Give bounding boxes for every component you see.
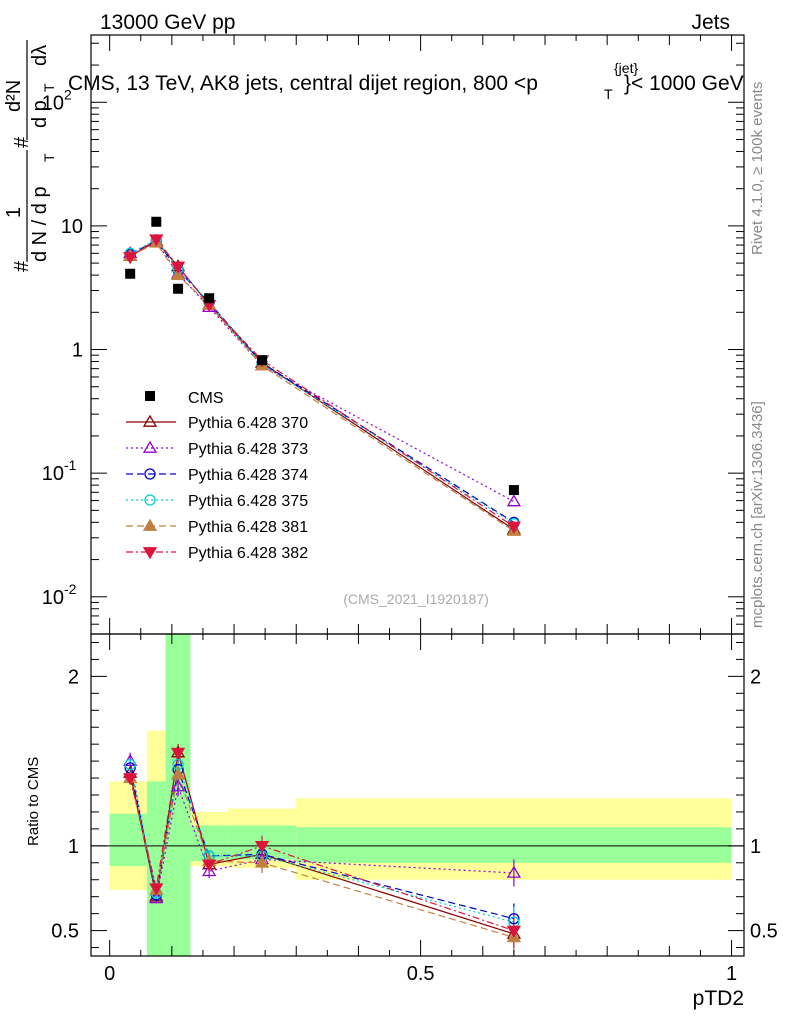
header-right: Jets — [691, 11, 730, 34]
ratio-y-tick-label-2: 2 — [68, 666, 79, 688]
legend-marker-2 — [144, 468, 156, 480]
y-label-d2n: d²N — [3, 80, 25, 112]
title-sup: {jet} — [614, 60, 638, 76]
main-y-tick-sup-0: -2 — [64, 581, 77, 597]
ratio-line-series-5 — [129, 752, 515, 932]
main-point-s5-0 — [123, 252, 138, 265]
ratio-y-tick-label-1: 1 — [68, 836, 79, 858]
ratio-point-s2-5 — [508, 913, 520, 925]
main-y-tick-label-2: 1 — [72, 340, 83, 362]
legend-label-0: Pythia 6.428 370 — [188, 415, 308, 432]
ratio-line-series-1 — [129, 760, 514, 899]
ratio-point-s5-3 — [202, 859, 217, 872]
header-left: 13000 GeV pp — [100, 11, 235, 34]
main-y-tick-sup-4: 2 — [64, 86, 72, 102]
ratio-point-s5-5 — [506, 925, 522, 938]
ratio-y-tick-label-0: 0.5 — [51, 921, 79, 943]
watermark: (CMS_2021_I1920187) — [343, 591, 489, 607]
main-y-tick-label-3: 10 — [61, 216, 83, 238]
ratio-y-tick-label-right-1: 1 — [750, 836, 761, 858]
ratio-line-series-2 — [129, 767, 515, 920]
y-label-dn: d N / d p — [29, 186, 51, 262]
legend-marker-0 — [142, 414, 158, 427]
ratio-y-tick-label-right-0: 0.5 — [750, 921, 778, 943]
legend-marker-data — [145, 391, 155, 401]
mcplots-label: mcplots.cern.ch [arXiv:1306.3436] — [749, 401, 766, 628]
legend-marker-1 — [142, 440, 158, 453]
y-label-hash2: # — [11, 136, 33, 148]
ratio-point-s1-5 — [506, 865, 522, 878]
ratio-point-s4-4 — [254, 855, 270, 868]
ratio-point-s4-2 — [170, 767, 186, 780]
legend-label-5: Pythia 6.428 382 — [188, 545, 308, 562]
ratio-y-tick-label-right-2: 2 — [750, 666, 761, 688]
x-tick-label-2: 1 — [726, 963, 737, 985]
y-label-one: 1 — [3, 207, 25, 218]
ratio-point-s5-1 — [149, 883, 164, 896]
x-tick-label-1: 0.5 — [407, 963, 435, 985]
rivet-label: Rivet 4.1.0, ≥ 100k events — [749, 82, 766, 255]
main-point-data-2 — [173, 283, 184, 294]
legend-label-3: Pythia 6.428 375 — [188, 493, 308, 510]
ratio-line-series-4 — [129, 772, 515, 938]
ratio-point-s5-2 — [170, 747, 186, 760]
legend-label-data: CMS — [188, 390, 224, 407]
ratio-point-s5-0 — [123, 773, 138, 786]
legend-marker-4 — [142, 518, 158, 531]
main-y-tick-label-4: 10 — [42, 92, 64, 114]
y-label-t2: T — [41, 83, 57, 92]
main-point-data-3 — [204, 293, 215, 304]
main-point-data-4 — [257, 355, 268, 366]
y-label-dpt: d p — [29, 100, 51, 128]
legend-marker-5 — [142, 547, 158, 560]
ratio-uncertainty-bands — [109, 634, 732, 956]
ratio-series — [123, 744, 522, 955]
main-point-data-1 — [151, 216, 162, 227]
main-point-s5-2 — [170, 261, 186, 274]
main-point-s1-5 — [506, 494, 522, 507]
main-y-tick-label-1: 10 — [42, 463, 64, 485]
ratio-point-s1-2 — [170, 779, 186, 792]
title-sub: T — [604, 86, 613, 102]
legend-label-4: Pythia 6.428 381 — [188, 519, 308, 536]
main-point-s4-2 — [170, 267, 186, 280]
legend-label-2: Pythia 6.428 374 — [188, 467, 308, 484]
x-axis-label: pTD2 — [693, 987, 744, 1010]
main-point-data-5 — [508, 485, 519, 496]
legend: CMS Pythia 6.428 370 Pythia 6.428 373 Pythi… — [126, 390, 308, 562]
ratio-point-s1-3 — [202, 863, 217, 877]
title-main: CMS, 13 TeV, AK8 jets, central dijet reg… — [68, 72, 538, 95]
main-y-tick-sup-1: -1 — [64, 457, 77, 473]
main-point-s5-1 — [149, 234, 164, 247]
ratio-point-s5-4 — [254, 840, 270, 854]
y-label-hash1: # — [11, 260, 33, 272]
band-inner-5 — [296, 827, 732, 863]
ratio-point-s3-0 — [124, 758, 136, 771]
main-point-data-0 — [125, 268, 136, 279]
main-series — [123, 216, 522, 536]
ratio-y-label: Ratio to CMS — [25, 757, 42, 846]
y-label-dl: dλ — [29, 45, 51, 66]
ratio-point-s0-1 — [149, 889, 164, 902]
plot-title: CMS, 13 TeV, AK8 jets, central dijet reg… — [68, 72, 538, 95]
main-y-tick-label-0: 10 — [42, 587, 64, 609]
legend-marker-3 — [144, 494, 156, 506]
x-tick-label-0: 0 — [104, 963, 115, 985]
y-label-t: T — [41, 153, 57, 162]
title-tail: }< 1000 GeV — [624, 72, 744, 95]
main-point-s5-5 — [506, 521, 522, 534]
main-y-label: # 1 d N / d p T # d²N d p T dλ — [3, 40, 57, 272]
band-inner-1 — [146, 781, 166, 956]
main-line-series-1 — [129, 241, 515, 503]
legend-label-1: Pythia 6.428 373 — [188, 441, 308, 458]
